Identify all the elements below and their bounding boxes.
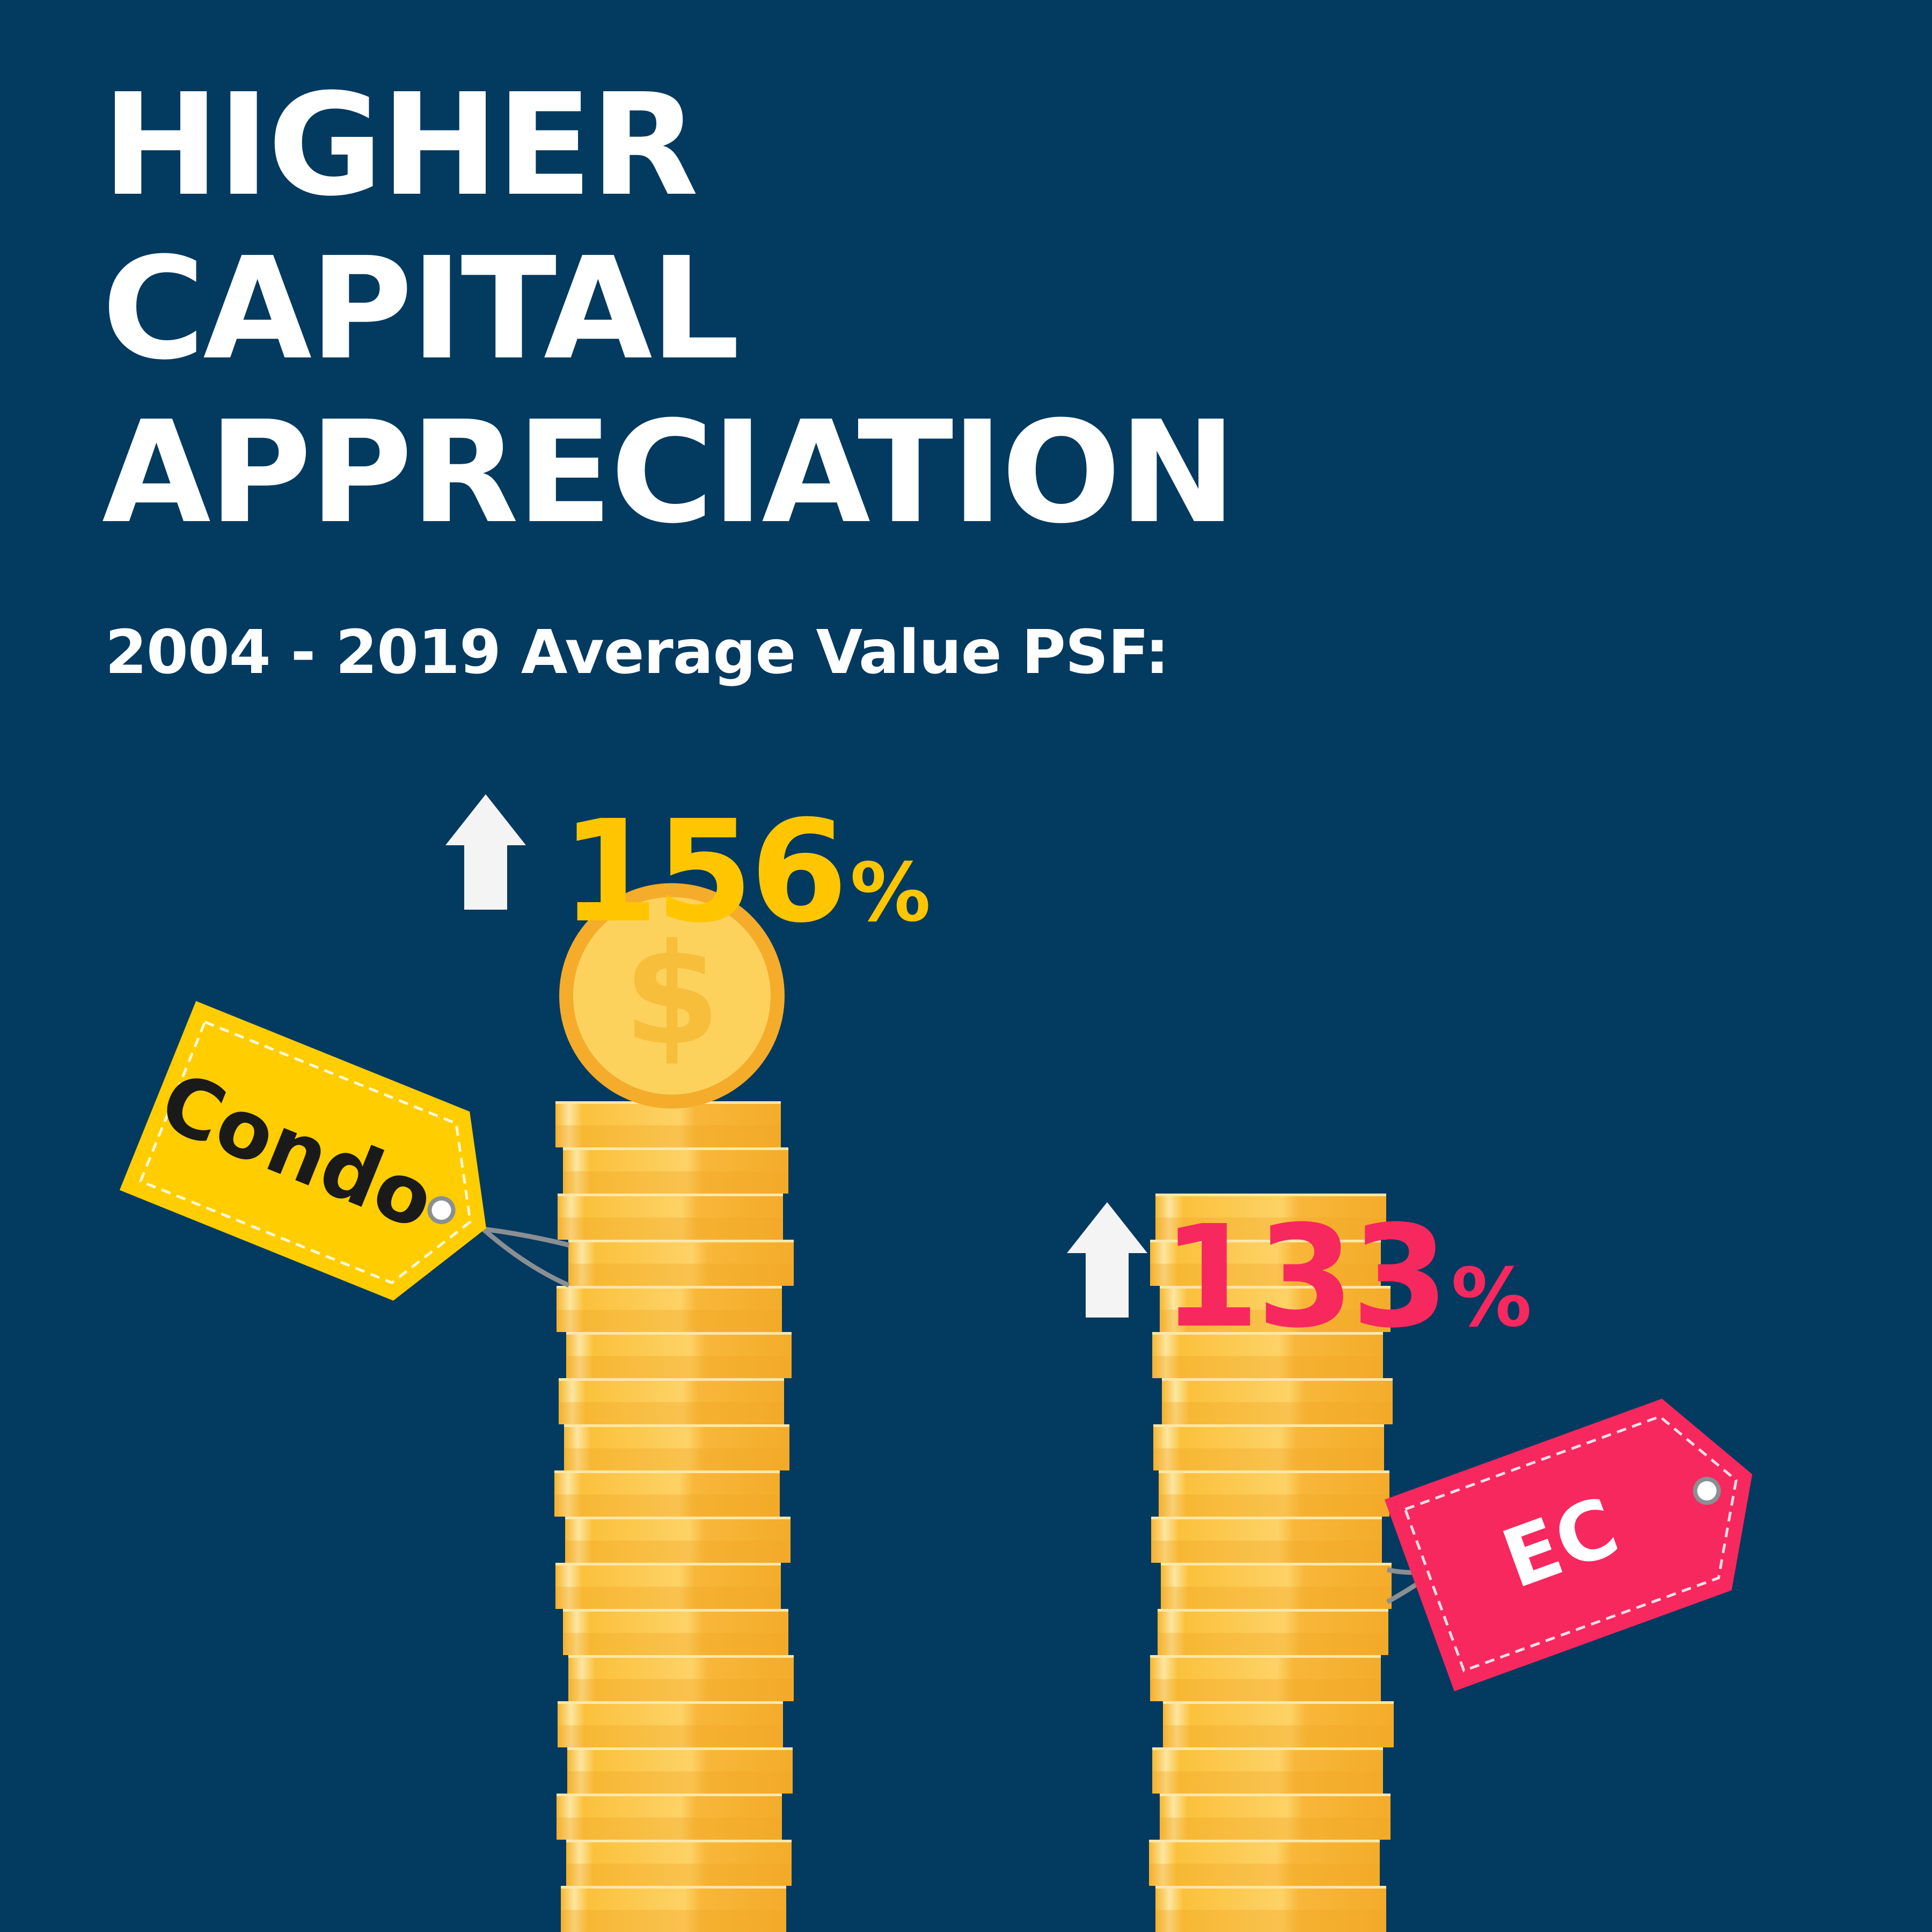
stack-coin <box>566 1332 792 1378</box>
stack-coin <box>1150 1655 1381 1701</box>
stack-coin <box>561 1886 786 1932</box>
stack-coin <box>1155 1886 1386 1932</box>
stack-coin <box>557 1794 782 1840</box>
stack-coin <box>555 1563 781 1609</box>
stack-coin <box>1162 1378 1393 1424</box>
stack-coin <box>563 1609 788 1655</box>
coin-stacks <box>554 1101 1394 1932</box>
dollar-coin-icon: $ <box>559 883 785 1109</box>
stack-coin <box>1158 1609 1388 1655</box>
stack-coin <box>1152 1747 1383 1794</box>
stack-coin <box>566 1840 792 1886</box>
stack-coin <box>1150 1240 1381 1286</box>
ec-value-label: 133% <box>1162 1195 1529 1359</box>
condo-price-tag-icon: Condo <box>119 1001 486 1301</box>
up-arrow-icon <box>1067 1202 1147 1318</box>
stack-coin <box>1155 1194 1386 1240</box>
stack-coin <box>558 1194 783 1240</box>
stack-coin <box>564 1424 789 1470</box>
stack-coin <box>567 1747 793 1794</box>
title-line-1: HIGHER <box>102 63 699 227</box>
up-arrow-icon <box>445 794 526 910</box>
title-line-3: APPRECIATION <box>102 391 1236 554</box>
stack-coin <box>1161 1563 1392 1609</box>
stack-coin <box>568 1655 794 1701</box>
stack-coin <box>568 1240 794 1286</box>
stack-coin <box>558 1701 783 1747</box>
condo-value-label: 156% <box>561 790 928 954</box>
stack-coin <box>565 1517 791 1563</box>
stack-coin <box>1149 1840 1380 1886</box>
stack-coin <box>1152 1332 1383 1378</box>
stack-coin <box>563 1147 788 1194</box>
stack-coin <box>1160 1286 1391 1332</box>
svg-text:$: $ <box>624 914 721 1077</box>
stack-coin <box>1159 1470 1389 1517</box>
stack-coin <box>1153 1424 1384 1470</box>
stack-coin <box>1163 1701 1394 1747</box>
coin-stack-condo <box>554 1101 794 1932</box>
stack-coin <box>1151 1517 1382 1563</box>
chart-subtitle: 2004 - 2019 Average Value PSF: <box>105 618 1169 687</box>
stack-coin <box>557 1286 782 1332</box>
chart-decorations: $156% 133% Condo EC <box>119 790 1753 1692</box>
ec-price-tag-icon: EC <box>1384 1399 1753 1692</box>
stack-coin <box>1160 1794 1391 1840</box>
coin-stack-ec <box>1149 1194 1394 1932</box>
title-line-2: CAPITAL <box>102 227 740 391</box>
stack-coin <box>559 1378 784 1424</box>
stack-coin <box>554 1470 780 1517</box>
